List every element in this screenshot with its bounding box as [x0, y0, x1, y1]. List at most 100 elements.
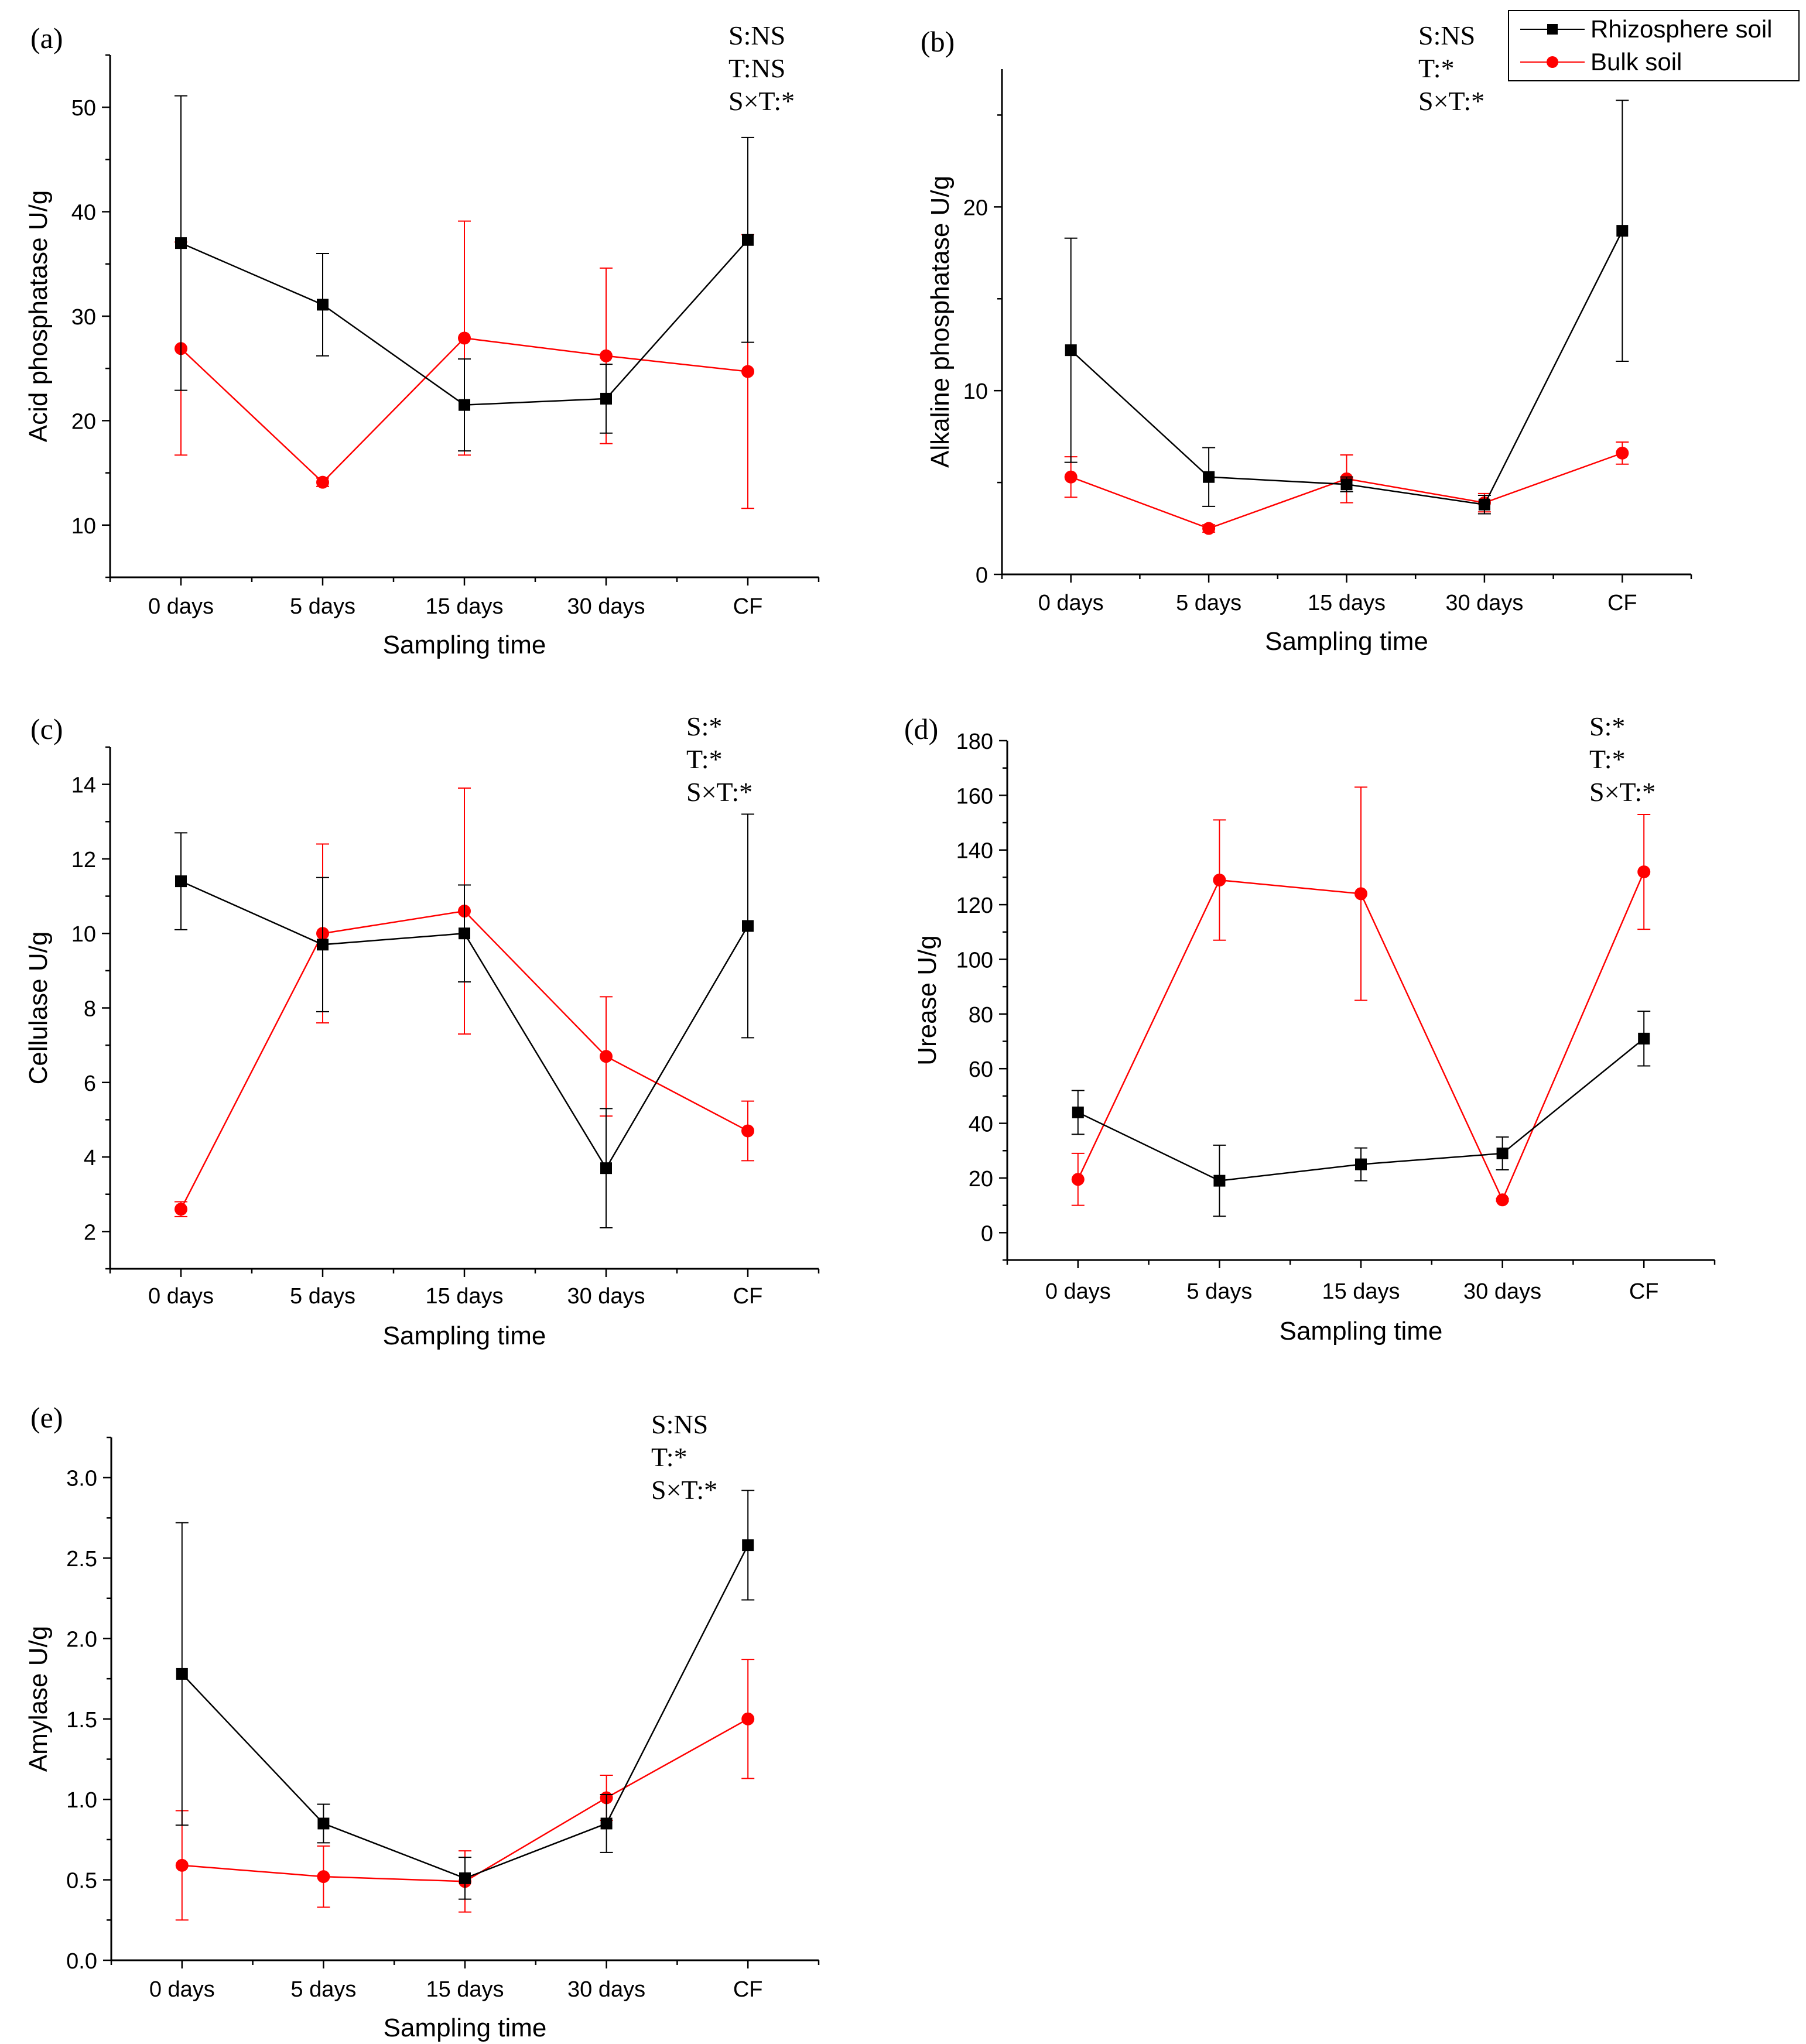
x-tick-label: CF	[733, 1977, 763, 2002]
data-point-bulk	[1616, 446, 1629, 460]
y-tick-label: 4	[84, 1146, 96, 1170]
x-tick-label: CF	[733, 594, 763, 619]
y-tick-label: 0	[976, 563, 988, 588]
y-tick-label: 2	[84, 1220, 96, 1245]
stats-annotation: S:*	[1589, 711, 1625, 741]
legend-box	[1508, 10, 1800, 81]
legend-marker-bulk	[1547, 56, 1558, 68]
stats-annotation: S×T:*	[1589, 777, 1656, 807]
x-tick-label: 15 days	[426, 1977, 504, 2002]
panel-label: (a)	[30, 22, 63, 54]
legend-marker-rhizosphere	[1547, 24, 1558, 35]
data-point-bulk	[741, 365, 754, 378]
x-tick-label: 15 days	[1308, 591, 1386, 615]
data-point-rhizosphere	[1496, 1147, 1509, 1159]
data-point-bulk	[600, 349, 613, 362]
data-point-rhizosphere	[1065, 344, 1077, 357]
x-tick-label: 0 days	[148, 1284, 214, 1309]
y-tick-label: 160	[956, 784, 993, 809]
series-bulk	[1071, 786, 1651, 1207]
y-tick-label: 80	[969, 1003, 993, 1028]
legend-label-rhizosphere: Rhizosphere soil	[1590, 15, 1773, 43]
data-point-bulk	[1637, 865, 1651, 879]
series-rhizosphere	[1071, 1011, 1651, 1217]
y-tick-label: 2.0	[66, 1627, 97, 1652]
data-point-bulk	[741, 1124, 754, 1138]
x-tick-label: 30 days	[1445, 591, 1523, 615]
x-tick-label: 15 days	[1322, 1279, 1400, 1304]
panel-label: (e)	[30, 1401, 63, 1434]
y-tick-label: 10	[963, 379, 988, 404]
stats-annotation: S:NS	[1418, 20, 1475, 50]
legend-label-bulk: Bulk soil	[1590, 48, 1682, 76]
data-point-rhizosphere	[600, 392, 612, 405]
data-point-rhizosphere	[1072, 1106, 1084, 1118]
stats-annotation: S×T:*	[686, 777, 752, 807]
chart-panel-a: 10 20 30 40 50 0 days 5 days 15 days 30 days CF Sa…	[24, 20, 820, 659]
stats-annotation: S×T:*	[728, 86, 795, 116]
stats-annotation: S:*	[686, 711, 722, 741]
x-tick-label: 5 days	[1176, 591, 1241, 615]
data-point-rhizosphere	[175, 237, 187, 249]
y-tick-label: 180	[956, 730, 993, 754]
y-tick-label: 1.0	[66, 1788, 97, 1813]
stats-annotation: T:*	[1418, 53, 1455, 83]
series-rhizosphere	[175, 813, 754, 1228]
data-point-bulk	[1071, 1173, 1085, 1186]
panel-label: (b)	[921, 25, 955, 58]
y-tick-label: 100	[956, 948, 993, 973]
data-point-bulk	[1202, 522, 1216, 535]
x-tick-label: 0 days	[148, 594, 214, 619]
data-point-rhizosphere	[459, 927, 470, 940]
x-tick-label: CF	[1607, 591, 1637, 615]
y-tick-label: 6	[84, 1071, 96, 1096]
data-point-rhizosphere	[1213, 1175, 1226, 1187]
x-tick-label: 30 days	[567, 594, 645, 619]
data-point-rhizosphere	[742, 1539, 754, 1552]
data-point-rhizosphere	[1478, 498, 1490, 511]
chart-panel-e: 0.0 0.5 1.0 1.5 2.0 2.5 3.0 0 days 5 days 15 days…	[24, 1401, 820, 2042]
stats-annotation: S:NS	[651, 1409, 708, 1439]
data-point-bulk	[317, 1870, 330, 1884]
data-point-rhizosphere	[459, 399, 470, 411]
data-point-rhizosphere	[1355, 1158, 1367, 1170]
x-tick-label: 5 days	[290, 1977, 356, 2002]
chart-panel-d: 0 20 40 60 80 100 120 140 160 180 0 days 5 days 15 d…	[904, 711, 1716, 1345]
data-point-bulk	[600, 1050, 613, 1063]
x-tick-label: 5 days	[290, 1284, 355, 1309]
y-tick-label: 20	[969, 1167, 993, 1192]
chart-panel-c: 2 4 6 8 10 12 14 0 days 5 days 15 days 30 days CF Sa…	[24, 711, 820, 1350]
y-tick-label: 120	[956, 893, 993, 918]
series-rhizosphere	[1064, 100, 1629, 515]
y-tick-label: 60	[969, 1057, 993, 1082]
y-tick-label: 10	[71, 514, 96, 539]
panel-label: (c)	[30, 713, 63, 745]
x-tick-label: 0 days	[1038, 591, 1104, 615]
chart-panel-b: 0 10 20 0 days 5 days 15 days 30 days CF Samplin…	[921, 20, 1692, 656]
data-point-rhizosphere	[317, 299, 329, 311]
x-axis-title: Sampling time	[384, 2014, 547, 2042]
x-axis-title: Sampling time	[383, 631, 546, 659]
x-axis-title: Sampling time	[1265, 627, 1428, 656]
y-tick-label: 8	[84, 997, 96, 1022]
stats-annotation: T:*	[1589, 744, 1626, 774]
y-tick-label: 1.5	[66, 1708, 97, 1733]
stats-annotation: T:*	[651, 1442, 687, 1472]
x-tick-label: 30 days	[567, 1977, 645, 2002]
data-point-rhizosphere	[317, 1817, 330, 1830]
data-point-rhizosphere	[459, 1872, 471, 1884]
series-rhizosphere	[175, 1490, 755, 1900]
x-axis-title: Sampling time	[1280, 1317, 1443, 1345]
x-tick-label: 30 days	[567, 1284, 645, 1309]
data-point-rhizosphere	[1203, 471, 1215, 483]
y-axis-title: Urease U/g	[913, 935, 942, 1066]
data-point-bulk	[1213, 874, 1226, 887]
panel-label: (d)	[904, 713, 938, 745]
data-point-rhizosphere	[317, 939, 329, 951]
x-tick-label: CF	[733, 1284, 763, 1309]
data-point-bulk	[175, 1203, 187, 1216]
x-tick-label: 0 days	[149, 1977, 215, 2002]
x-tick-label: 15 days	[425, 594, 503, 619]
data-point-rhizosphere	[600, 1817, 613, 1830]
